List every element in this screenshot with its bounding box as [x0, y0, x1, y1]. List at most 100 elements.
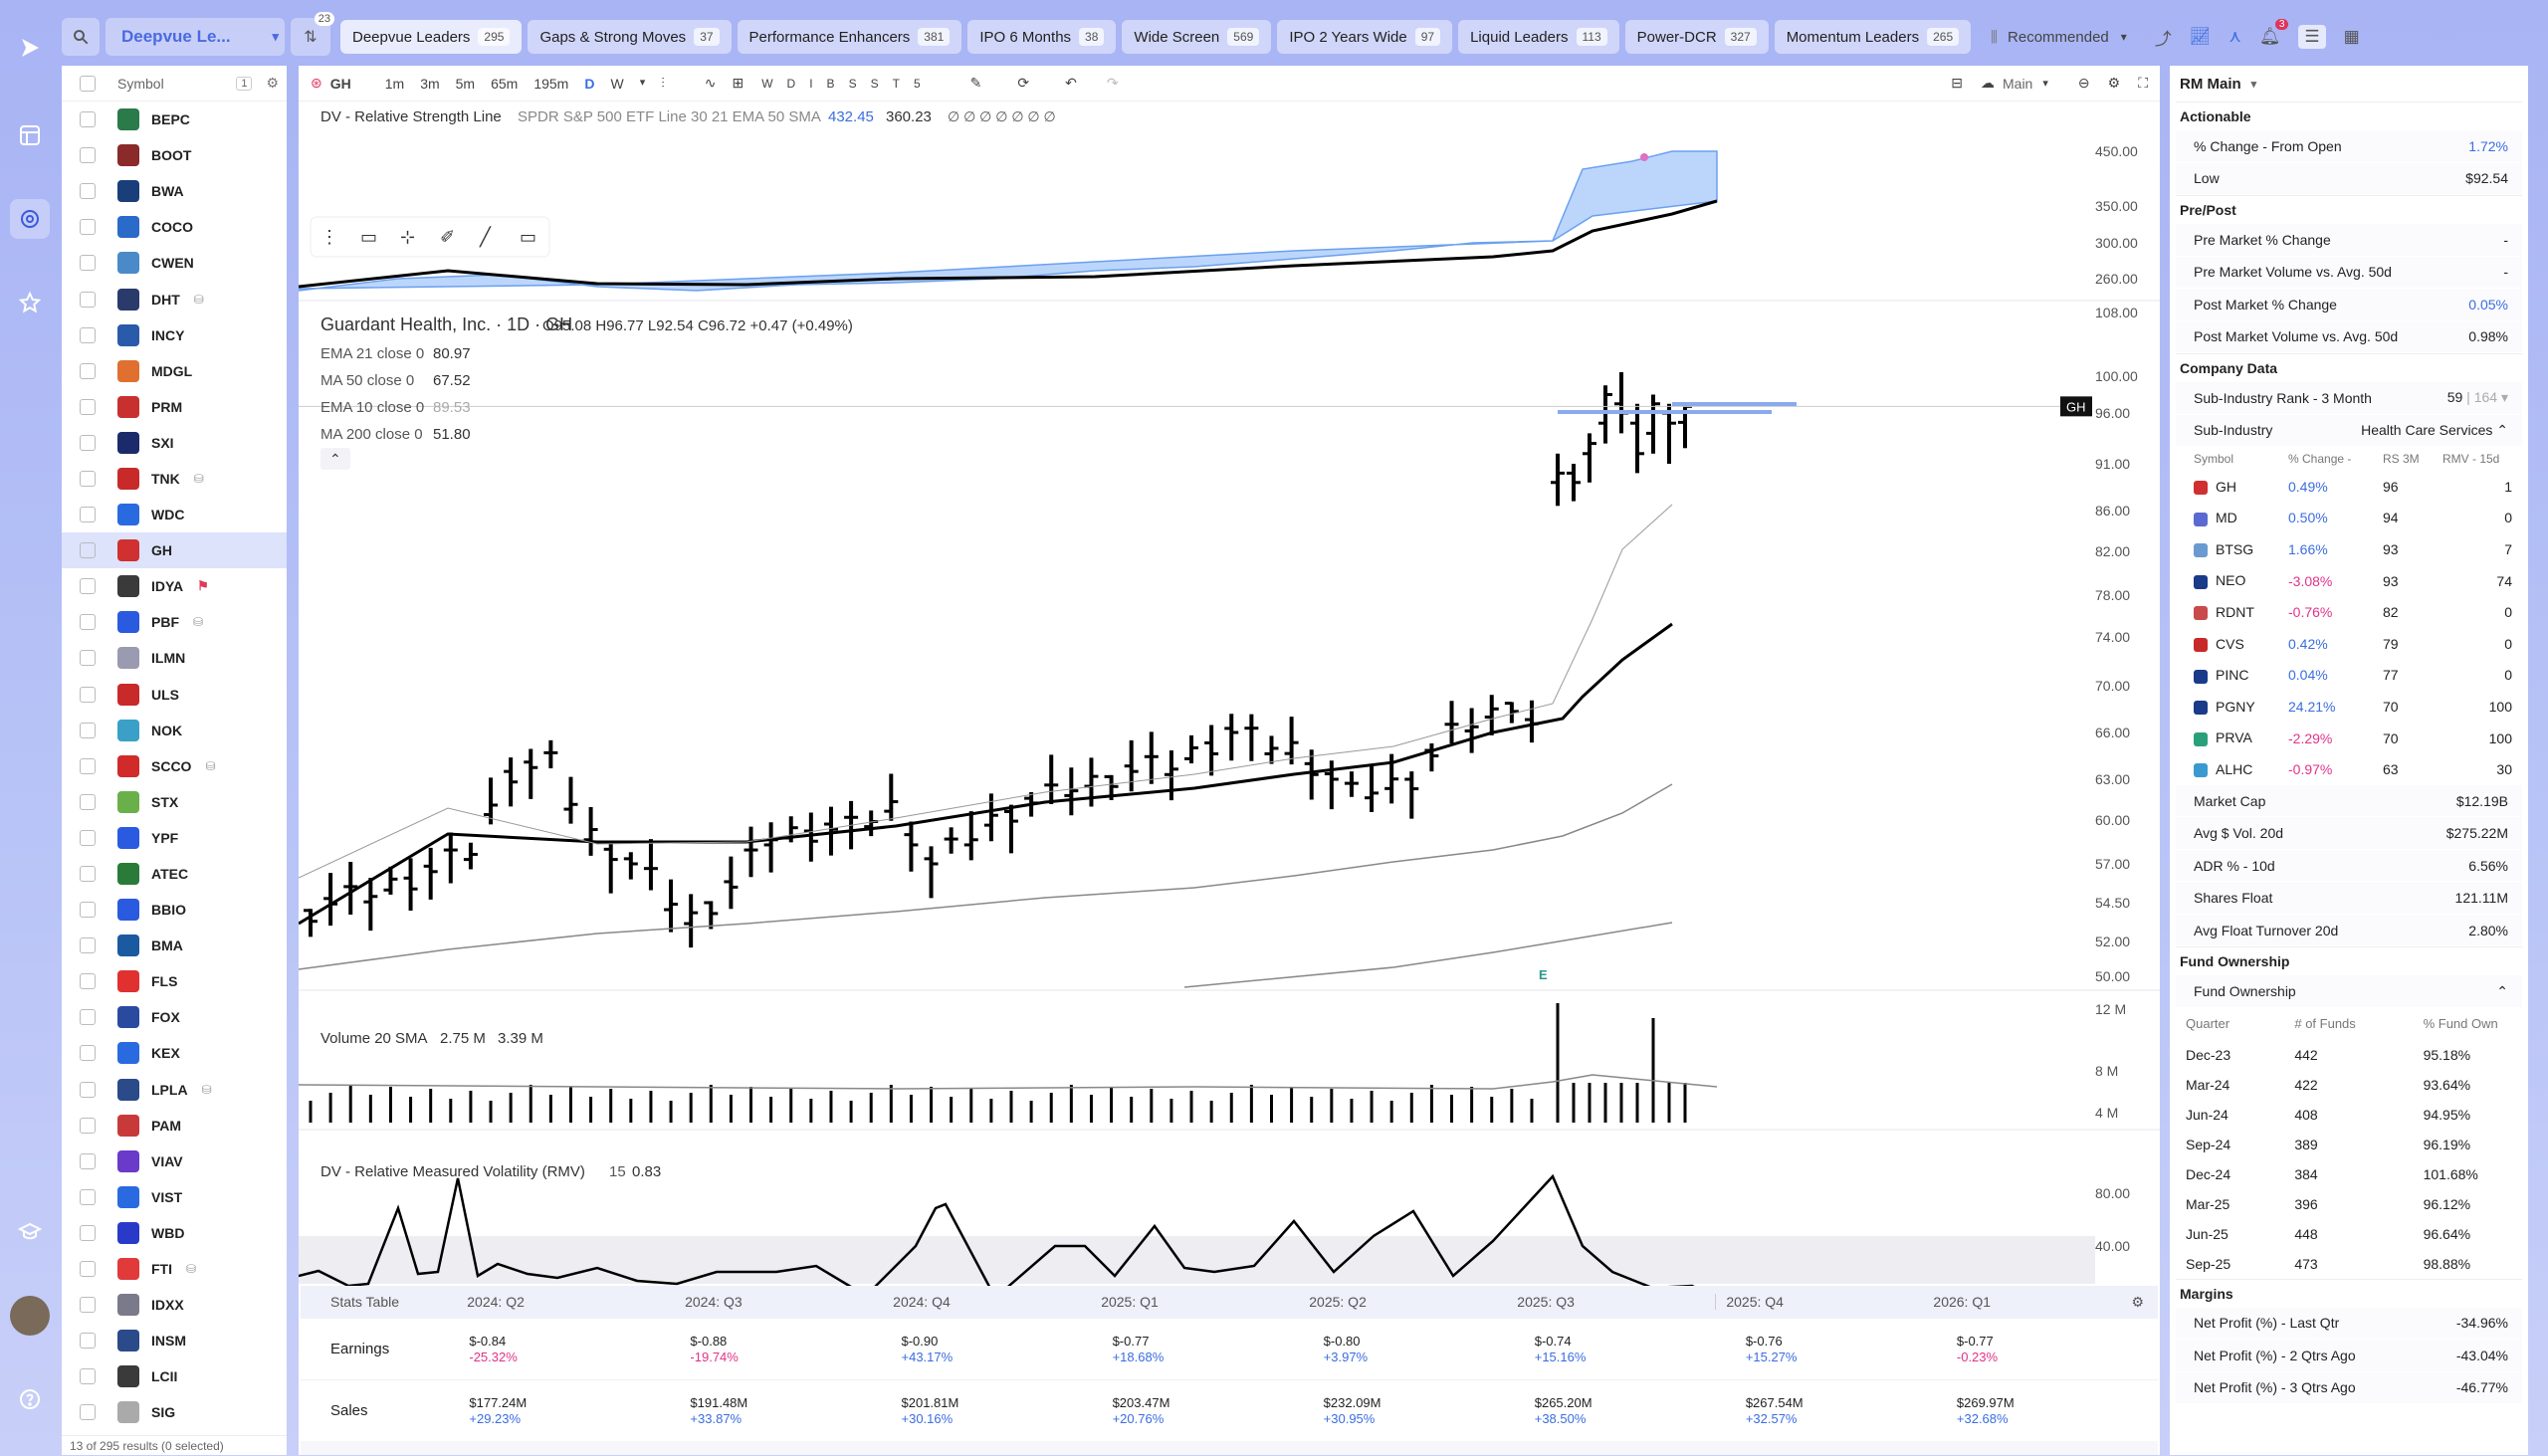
- row-checkbox[interactable]: [80, 507, 96, 523]
- ohlc-bar[interactable]: [363, 878, 378, 932]
- peer-row[interactable]: ALHC -0.97% 63 30: [2176, 753, 2522, 785]
- ohlc-bar[interactable]: [743, 826, 758, 878]
- metric-row[interactable]: Sub-Industry Rank - 3 Month 59 | 164 ▾: [2176, 382, 2522, 414]
- row-checkbox[interactable]: [80, 542, 96, 559]
- period-button[interactable]: T: [892, 76, 900, 91]
- undo-icon[interactable]: ↶: [1065, 75, 1077, 91]
- row-checkbox[interactable]: [80, 398, 96, 415]
- star-icon[interactable]: [10, 283, 50, 322]
- row-checkbox[interactable]: [80, 866, 96, 883]
- watchlist-row[interactable]: SCCO ⛁: [62, 748, 287, 784]
- watchlist-row[interactable]: NOK: [62, 713, 287, 748]
- candle-type-icon[interactable]: ⫶: [661, 75, 665, 91]
- ohlc-bar[interactable]: [1184, 734, 1199, 764]
- collapse-legend-button[interactable]: [320, 448, 350, 470]
- bell-icon[interactable]: 🔔︎ 3: [2259, 19, 2289, 47]
- ohlc-bar[interactable]: [343, 862, 358, 915]
- ohlc-bar[interactable]: [1646, 394, 1660, 454]
- peer-row[interactable]: PRVA -2.29% 70 100: [2176, 723, 2522, 754]
- watchlist-tab[interactable]: Power-DCR 327: [1624, 20, 1769, 54]
- ohlc-bar[interactable]: [1204, 725, 1219, 776]
- ohlc-bar[interactable]: [1044, 754, 1059, 804]
- row-checkbox[interactable]: [80, 686, 96, 703]
- drawing-tool-icon[interactable]: ⊹: [400, 227, 415, 247]
- watchlist-row[interactable]: LPLA ⛁: [62, 1072, 287, 1108]
- row-checkbox[interactable]: [80, 111, 96, 128]
- watchlist-row[interactable]: STX: [62, 784, 287, 820]
- row-checkbox[interactable]: [80, 614, 96, 631]
- ohlc-bar[interactable]: [403, 858, 418, 912]
- watchlist-row[interactable]: PRM: [62, 389, 287, 425]
- row-checkbox[interactable]: [80, 793, 96, 810]
- watchlist-row[interactable]: BEPC: [62, 102, 287, 137]
- ohlc-bar[interactable]: [463, 842, 478, 870]
- rs-ema-line[interactable]: [299, 199, 1718, 289]
- ohlc-bar[interactable]: [623, 852, 638, 880]
- search-button[interactable]: [62, 18, 100, 56]
- timeframe-button[interactable]: 3m: [420, 75, 440, 92]
- peer-row[interactable]: RDNT -0.76% 82 0: [2176, 596, 2522, 628]
- watchlist-row[interactable]: SXI: [62, 425, 287, 461]
- ohlc-bar[interactable]: [1144, 731, 1159, 784]
- row-checkbox[interactable]: [80, 183, 96, 200]
- zoom-icon[interactable]: ⊖: [2077, 75, 2090, 91]
- row-checkbox[interactable]: [80, 937, 96, 954]
- row-checkbox[interactable]: [80, 973, 96, 990]
- row-checkbox[interactable]: [80, 1045, 96, 1062]
- section-heading[interactable]: Fund Ownership: [2180, 953, 2290, 970]
- timeframe-button[interactable]: D: [584, 75, 595, 92]
- ohlc-bar[interactable]: [443, 832, 458, 884]
- section-heading[interactable]: Pre/Post: [2180, 202, 2236, 218]
- ohlc-bar[interactable]: [1444, 701, 1459, 743]
- ohlc-bar[interactable]: [603, 842, 618, 894]
- watchlist-row[interactable]: BMA: [62, 928, 287, 963]
- chart-line-icon[interactable]: 📈︎: [2189, 27, 2212, 46]
- watchlist-tab[interactable]: Gaps & Strong Moves 37: [528, 20, 732, 54]
- row-checkbox[interactable]: [80, 1297, 96, 1314]
- peer-row[interactable]: BTSG 1.66% 93 7: [2176, 533, 2522, 565]
- timeframe-button[interactable]: 65m: [491, 75, 519, 92]
- watchlist-tab[interactable]: Liquid Leaders 113: [1458, 20, 1619, 54]
- row-checkbox[interactable]: [80, 1261, 96, 1278]
- watchlist-row[interactable]: ATEC: [62, 856, 287, 892]
- draw-icon[interactable]: ✎: [969, 75, 982, 91]
- chevron-down-icon[interactable]: ▾: [639, 76, 646, 89]
- cloud-icon[interactable]: ☁: [1981, 75, 1995, 91]
- ohlc-bar[interactable]: [1614, 372, 1628, 434]
- peer-row[interactable]: PINC 0.04% 77 0: [2176, 660, 2522, 692]
- row-checkbox[interactable]: [80, 578, 96, 595]
- row-checkbox[interactable]: [80, 1404, 96, 1421]
- timeframe-button[interactable]: 1m: [384, 75, 405, 92]
- row-checkbox[interactable]: [80, 291, 96, 308]
- watchlist-row[interactable]: WBD: [62, 1215, 287, 1251]
- row-checkbox[interactable]: [80, 902, 96, 919]
- watchlist-row[interactable]: BWA: [62, 173, 287, 209]
- ohlc-bar[interactable]: [904, 821, 919, 872]
- section-heading[interactable]: Company Data: [2180, 360, 2278, 376]
- settings-gear-icon[interactable]: ⚙: [2131, 1293, 2145, 1310]
- watchlist-row[interactable]: SIG: [62, 1394, 287, 1430]
- share-icon[interactable]: ⤴: [2154, 29, 2172, 49]
- user-avatar[interactable]: [10, 1296, 50, 1336]
- ohlc-bar[interactable]: [1264, 735, 1279, 764]
- ohlc-bar[interactable]: [563, 776, 578, 824]
- row-checkbox[interactable]: [80, 147, 96, 164]
- ohlc-bar[interactable]: [1583, 433, 1596, 483]
- period-button[interactable]: B: [826, 76, 835, 91]
- filter-button[interactable]: ⇅ 23: [291, 12, 334, 56]
- period-button[interactable]: S: [848, 76, 857, 91]
- select-all-checkbox[interactable]: [80, 75, 96, 92]
- row-checkbox[interactable]: [80, 1009, 96, 1026]
- ohlc-bar[interactable]: [543, 739, 558, 769]
- ohlc-bar[interactable]: [864, 810, 879, 837]
- row-checkbox[interactable]: [80, 1368, 96, 1385]
- fullscreen-icon[interactable]: ⛶: [2138, 75, 2148, 91]
- period-button[interactable]: 5: [913, 76, 921, 91]
- fund-subheader[interactable]: Fund Ownership ⌃: [2176, 975, 2522, 1007]
- watchlist-tab[interactable]: Momentum Leaders 265: [1774, 20, 1972, 54]
- ema-10-line[interactable]: [299, 504, 1673, 879]
- ohlc-bar[interactable]: [884, 773, 899, 821]
- row-checkbox[interactable]: [80, 1333, 96, 1350]
- drawing-tool-icon[interactable]: ▭: [520, 227, 536, 247]
- timeframe-button[interactable]: 5m: [455, 75, 476, 92]
